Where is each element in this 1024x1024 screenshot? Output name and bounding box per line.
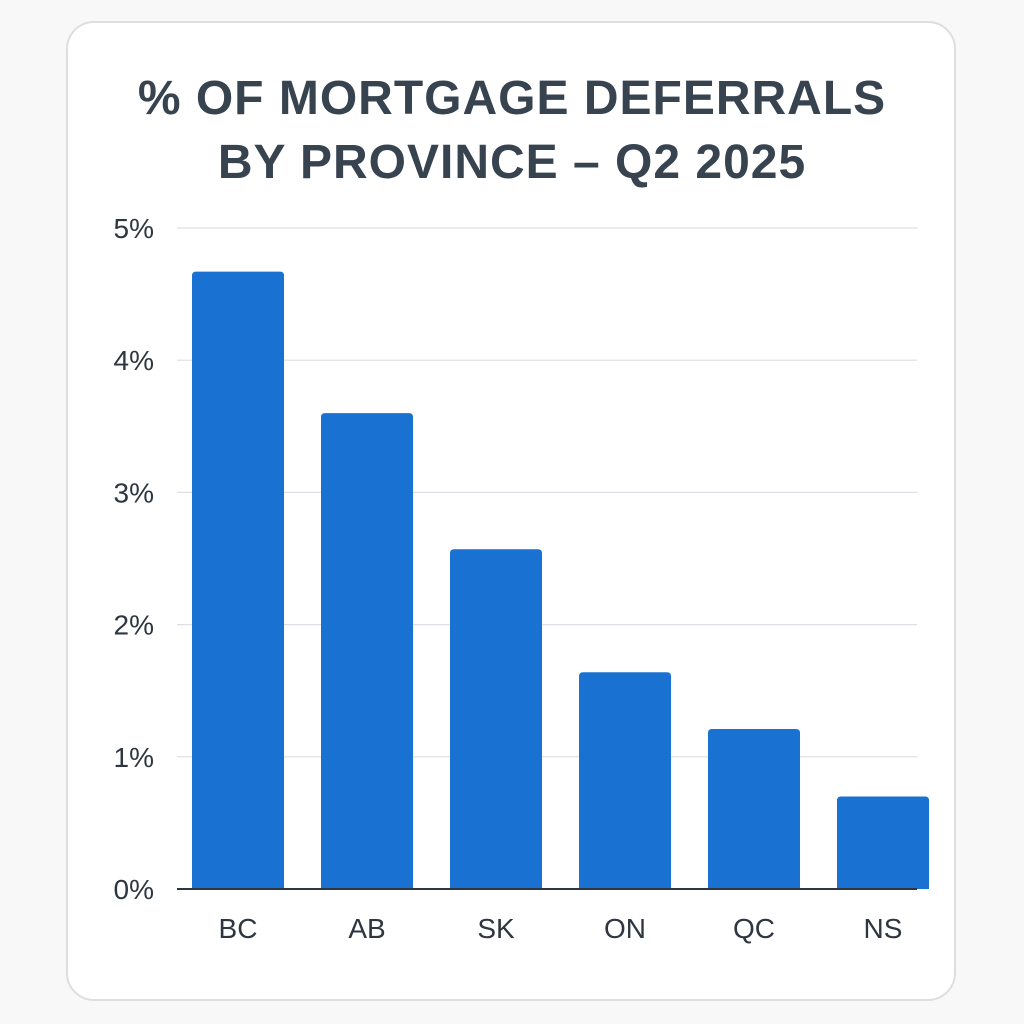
x-tick-label: QC xyxy=(733,913,775,944)
bar-ns xyxy=(837,796,929,889)
x-axis-tick-labels: BC AB SK ON QC NS xyxy=(219,913,903,944)
y-axis-tick-labels: 0% 1% 2% 3% 4% 5% xyxy=(114,213,154,905)
x-tick-label: SK xyxy=(477,913,515,944)
bars xyxy=(192,271,929,890)
bar-bc xyxy=(192,271,284,890)
x-tick-label: BC xyxy=(219,913,258,944)
bar-on xyxy=(579,672,671,889)
chart-title-line-2: BY PROVINCE – Q2 2025 xyxy=(217,136,807,189)
y-tick-label: 3% xyxy=(114,477,154,508)
y-tick-label: 0% xyxy=(114,874,154,905)
x-tick-label: NS xyxy=(864,913,903,944)
y-tick-label: 4% xyxy=(114,345,154,376)
y-tick-label: 2% xyxy=(114,610,154,641)
chart-title-line-1: % OF MORTGAGE DEFERRALS xyxy=(137,72,887,125)
bar-sk xyxy=(450,549,542,889)
x-tick-label: AB xyxy=(348,913,385,944)
chart-title: % OF MORTGAGE DEFERRALS BY PROVINCE – Q2… xyxy=(0,67,1024,195)
x-tick-label: ON xyxy=(604,913,646,944)
bar-qc xyxy=(708,729,800,889)
y-tick-label: 1% xyxy=(114,742,154,773)
bar-ab xyxy=(321,413,413,889)
y-tick-label: 5% xyxy=(114,213,154,244)
gridlines xyxy=(177,227,917,758)
